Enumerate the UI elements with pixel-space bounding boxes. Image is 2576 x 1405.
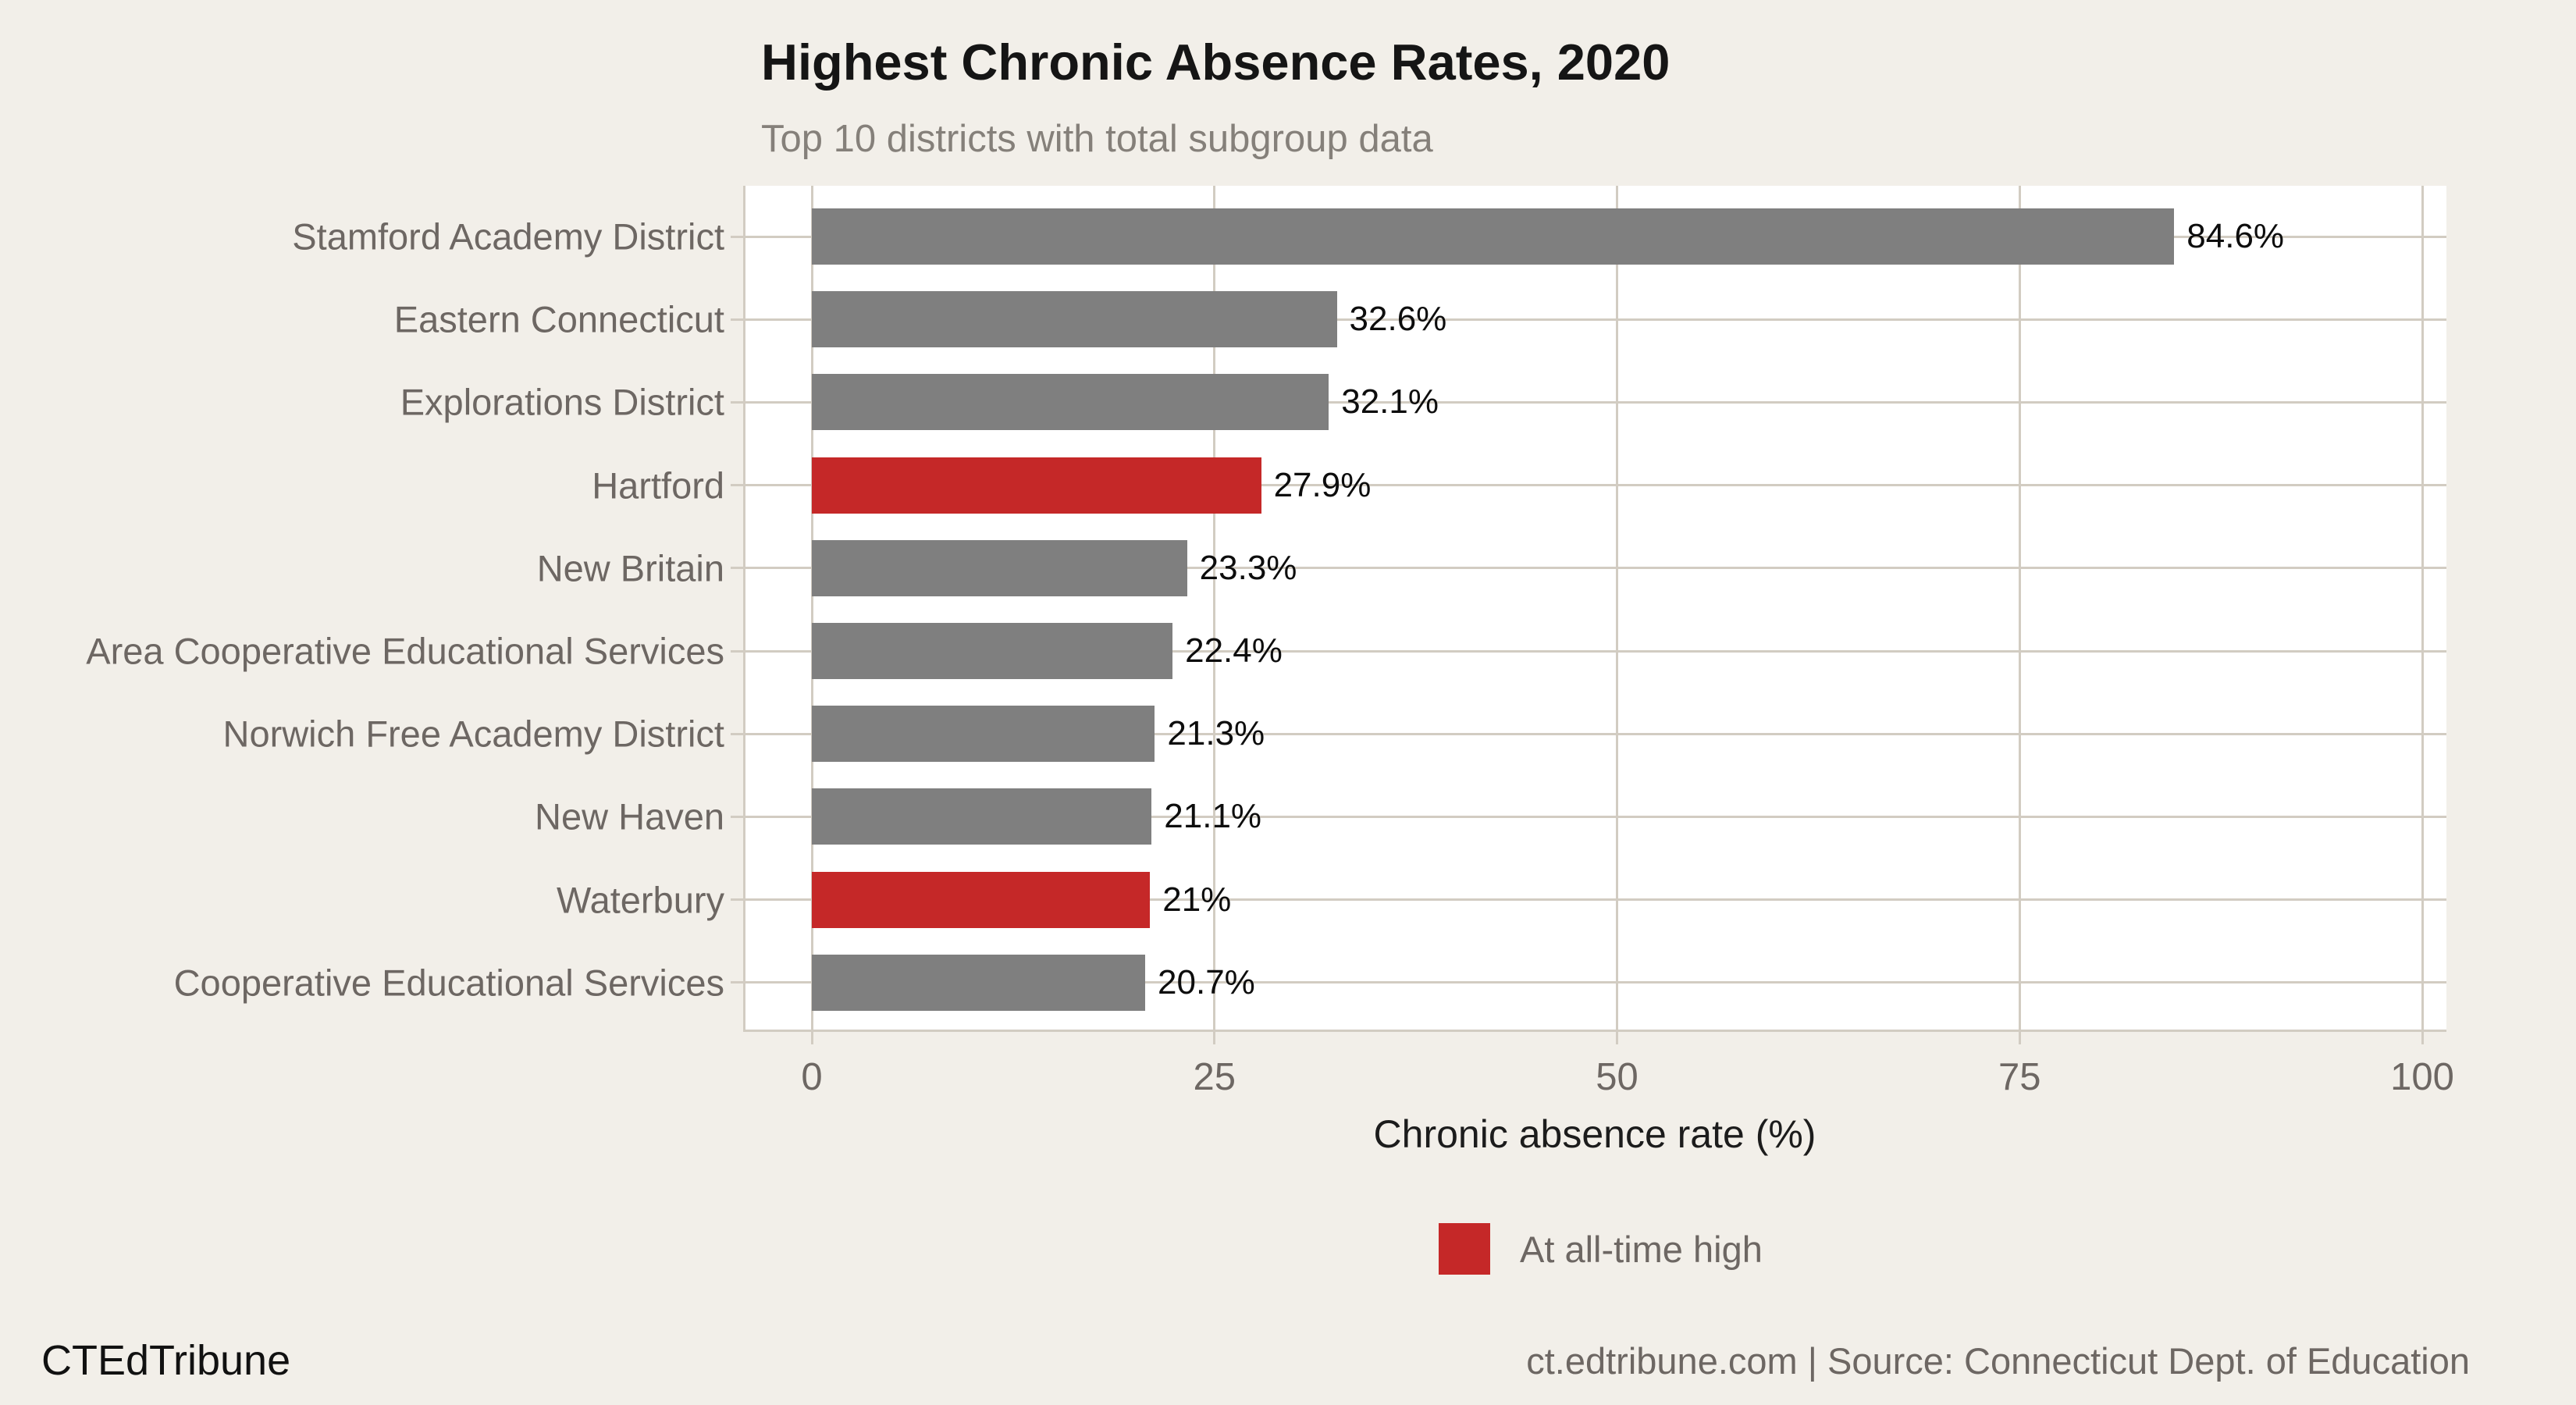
- gridline-horizontal: [731, 898, 2446, 902]
- bar: [812, 788, 1152, 845]
- y-axis-label: Waterbury: [556, 879, 724, 921]
- bar: [812, 623, 1173, 679]
- bar: [812, 208, 2175, 265]
- value-label: 21%: [1162, 880, 1232, 919]
- value-label: 23.3%: [1199, 548, 1297, 587]
- y-axis-label: New Britain: [536, 547, 724, 589]
- y-axis-label: Eastern Connecticut: [393, 298, 724, 340]
- gridline-vertical: [1616, 186, 1618, 1044]
- bar: [812, 457, 1261, 514]
- gridline-vertical: [1213, 186, 1216, 1044]
- gridline-horizontal: [731, 318, 2446, 321]
- bar: [812, 871, 1151, 928]
- value-label: 20.7%: [1158, 962, 1255, 1001]
- gridline-horizontal: [731, 981, 2446, 984]
- y-axis-label: Area Cooperative Educational Services: [86, 630, 724, 672]
- bar: [812, 539, 1187, 596]
- y-axis-label: Cooperative Educational Services: [173, 962, 724, 1004]
- bar: [812, 291, 1337, 348]
- bar: [812, 706, 1155, 763]
- footer-source: ct.edtribune.com | Source: Connecticut D…: [1526, 1340, 2470, 1382]
- value-label: 21.3%: [1167, 714, 1265, 753]
- legend: At all-time high: [1439, 1223, 1763, 1275]
- value-label: 27.9%: [1273, 465, 1372, 504]
- y-axis-label: Explorations District: [400, 381, 724, 423]
- value-label: 32.6%: [1349, 300, 1447, 339]
- gridline-horizontal: [731, 732, 2446, 735]
- y-axis-label: Norwich Free Academy District: [222, 713, 725, 755]
- y-axis-label: Stamford Academy District: [292, 215, 724, 258]
- bar: [812, 374, 1329, 431]
- value-label: 22.4%: [1185, 631, 1283, 670]
- x-tick-label: 50: [1596, 1056, 1638, 1098]
- chart-subtitle: Top 10 districts with total subgroup dat…: [761, 118, 1433, 160]
- gridline-vertical: [810, 186, 813, 1044]
- bar: [812, 954, 1146, 1011]
- value-label: 21.1%: [1164, 797, 1262, 836]
- gridline-vertical: [2421, 186, 2424, 1044]
- x-tick-label: 25: [1193, 1056, 1236, 1098]
- chart-title: Highest Chronic Absence Rates, 2020: [761, 34, 1670, 91]
- gridline-horizontal: [731, 649, 2446, 653]
- gridline-horizontal: [731, 484, 2446, 487]
- legend-swatch-icon: [1439, 1223, 1490, 1275]
- x-tick-label: 100: [2390, 1056, 2454, 1098]
- x-tick-label: 0: [801, 1056, 823, 1098]
- y-axis-label: New Haven: [535, 795, 724, 838]
- footer-brand: CTEdTribune: [41, 1337, 291, 1384]
- legend-label: At all-time high: [1520, 1228, 1763, 1270]
- value-label: 84.6%: [2186, 217, 2285, 255]
- gridline-vertical: [2018, 186, 2021, 1044]
- gridline-horizontal: [731, 567, 2446, 570]
- gridline-horizontal: [731, 815, 2446, 818]
- value-label: 32.1%: [1341, 382, 1439, 422]
- gridline-horizontal: [731, 400, 2446, 404]
- y-axis-label: Hartford: [592, 464, 724, 507]
- x-axis-title: Chronic absence rate (%): [1373, 1112, 1816, 1156]
- x-tick-label: 75: [1998, 1056, 2041, 1098]
